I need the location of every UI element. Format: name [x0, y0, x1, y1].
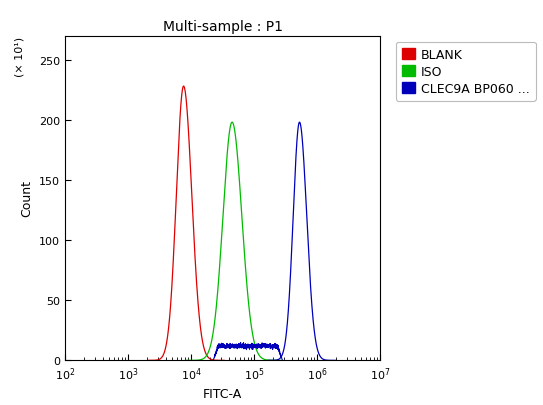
Title: Multi-sample : P1: Multi-sample : P1: [163, 20, 282, 34]
X-axis label: FITC-A: FITC-A: [203, 388, 242, 401]
Y-axis label: Count: Count: [21, 180, 34, 217]
Text: (× 10¹): (× 10¹): [15, 36, 25, 77]
Legend: BLANK, ISO, CLEC9A BP060 ...: BLANK, ISO, CLEC9A BP060 ...: [396, 43, 536, 102]
